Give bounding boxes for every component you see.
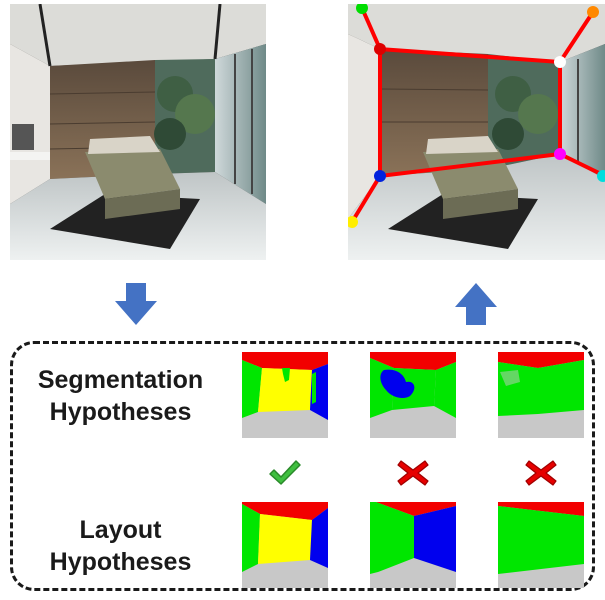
layout-label-line2: Hypotheses	[49, 548, 192, 576]
bedroom-layout-image	[348, 4, 605, 260]
corner-marker	[554, 148, 566, 160]
bedroom-image	[10, 4, 266, 260]
corner-marker	[356, 4, 368, 14]
output-room-photo	[348, 4, 605, 260]
layout-hypothesis-1	[242, 502, 328, 588]
segmentation-label-line2: Hypotheses	[49, 398, 192, 426]
corner-marker	[597, 170, 605, 182]
corner-marker	[374, 170, 386, 182]
down-arrow-icon	[115, 283, 157, 325]
cross-icon	[525, 460, 557, 486]
cross-icon	[397, 460, 429, 486]
segmentation-hypotheses-label: Segmentation Hypotheses	[18, 364, 223, 428]
corner-marker	[374, 43, 386, 55]
layout-label-line1: Layout	[79, 516, 162, 544]
corner-marker	[587, 6, 599, 18]
segmentation-label-line1: Segmentation	[37, 366, 204, 394]
layout-hypotheses-label: Layout Hypotheses	[18, 514, 223, 578]
segmentation-hypothesis-1	[242, 352, 328, 438]
layout-hypothesis-2	[370, 502, 456, 588]
layout-lines	[350, 7, 605, 224]
hypotheses-panel	[10, 341, 595, 591]
corner-marker	[348, 216, 358, 228]
layout-hypothesis-3	[498, 502, 584, 588]
input-room-photo	[10, 4, 266, 260]
segmentation-hypothesis-3	[498, 352, 584, 438]
corner-marker	[554, 56, 566, 68]
up-arrow-icon	[455, 283, 497, 325]
check-icon	[269, 460, 301, 485]
segmentation-hypothesis-2	[370, 352, 456, 438]
